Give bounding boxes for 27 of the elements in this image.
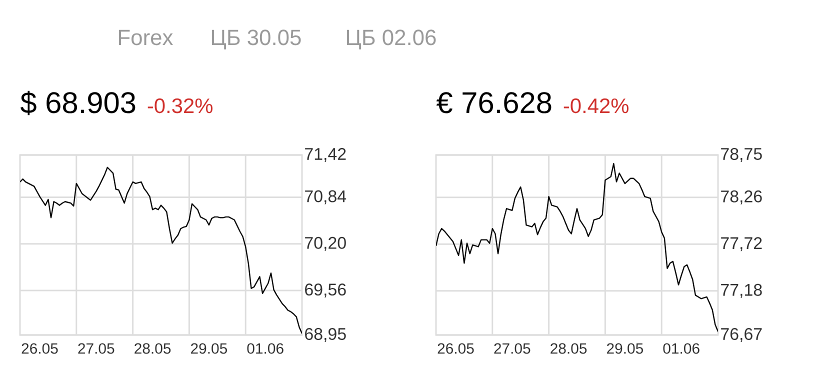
y-tick-label: 77,72 <box>721 237 762 252</box>
y-tick-label: 69,56 <box>305 284 346 298</box>
y-tick-label: 76,67 <box>721 328 762 342</box>
x-tick-label: 28.05 <box>550 343 587 354</box>
y-tick-label: 68,95 <box>305 328 346 342</box>
y-tick-label: 78,26 <box>721 190 762 204</box>
x-tick-label: 26.05 <box>438 343 474 354</box>
chart-title: $ 68.903 <box>20 90 136 116</box>
x-tick-label: 26.05 <box>22 343 58 354</box>
y-tick-label: 70,84 <box>305 190 346 204</box>
x-tick-label: 27.05 <box>78 343 114 354</box>
text: ЦБ 30.05 <box>212 30 301 50</box>
x-tick-label: 29.05 <box>190 343 228 354</box>
chart-subtitle: -0.42% <box>564 98 628 114</box>
y-tick-label: 77,18 <box>721 284 762 298</box>
y-tick-label: 71,42 <box>305 148 346 162</box>
x-tick-label: 01.06 <box>663 343 700 354</box>
x-tick-label: 29.05 <box>607 343 644 354</box>
chart-subtitle: -0.32% <box>148 98 212 114</box>
y-tick-label: 78,75 <box>721 148 762 162</box>
text: Forex <box>119 30 173 46</box>
chart-title: € 76.628 <box>436 92 552 114</box>
x-tick-label: 27.05 <box>494 343 530 354</box>
text: ЦБ 02.06 <box>347 30 436 50</box>
y-tick-label: 70,20 <box>305 236 346 251</box>
x-tick-label: 28.05 <box>134 343 171 354</box>
x-tick-label: 01.06 <box>247 343 284 354</box>
